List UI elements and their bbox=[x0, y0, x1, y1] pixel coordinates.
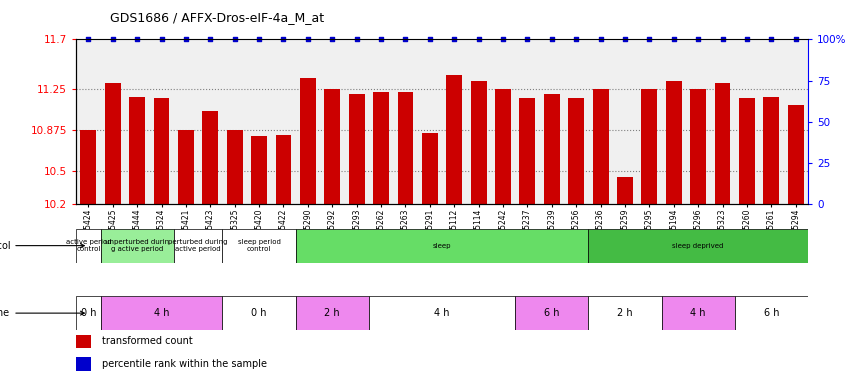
Point bbox=[106, 36, 119, 42]
Bar bbox=[495, 89, 511, 204]
Point bbox=[716, 36, 729, 42]
Point bbox=[179, 36, 193, 42]
Bar bbox=[80, 130, 96, 204]
Bar bbox=[300, 78, 316, 204]
Text: sleep: sleep bbox=[433, 243, 451, 249]
Point bbox=[301, 36, 315, 42]
Point bbox=[569, 36, 583, 42]
FancyBboxPatch shape bbox=[101, 229, 173, 262]
Point bbox=[667, 36, 680, 42]
Text: 0 h: 0 h bbox=[251, 308, 266, 318]
Point bbox=[789, 36, 803, 42]
Bar bbox=[324, 89, 340, 204]
Point bbox=[740, 36, 754, 42]
Text: 4 h: 4 h bbox=[690, 308, 706, 318]
Bar bbox=[544, 94, 560, 204]
FancyBboxPatch shape bbox=[734, 296, 808, 330]
Bar bbox=[666, 81, 682, 204]
Bar bbox=[470, 81, 486, 204]
Point bbox=[472, 36, 486, 42]
Point bbox=[204, 36, 217, 42]
Bar bbox=[690, 89, 706, 204]
Point bbox=[374, 36, 387, 42]
Text: sleep deprived: sleep deprived bbox=[673, 243, 724, 249]
Bar bbox=[227, 130, 243, 204]
Text: sleep period
control: sleep period control bbox=[238, 239, 281, 252]
Bar bbox=[76, 357, 91, 370]
Text: 6 h: 6 h bbox=[764, 308, 779, 318]
FancyBboxPatch shape bbox=[369, 296, 515, 330]
Text: 4 h: 4 h bbox=[154, 308, 169, 318]
FancyBboxPatch shape bbox=[588, 296, 662, 330]
Bar bbox=[593, 89, 608, 204]
Bar bbox=[398, 92, 414, 204]
FancyBboxPatch shape bbox=[173, 229, 222, 262]
Bar bbox=[129, 97, 145, 204]
Point bbox=[155, 36, 168, 42]
Point bbox=[545, 36, 558, 42]
Bar bbox=[251, 136, 267, 204]
Bar bbox=[641, 89, 657, 204]
Text: time: time bbox=[0, 308, 85, 318]
Point bbox=[520, 36, 534, 42]
Text: GDS1686 / AFFX-Dros-eIF-4a_M_at: GDS1686 / AFFX-Dros-eIF-4a_M_at bbox=[110, 11, 324, 24]
Text: 4 h: 4 h bbox=[434, 308, 450, 318]
Point bbox=[81, 36, 95, 42]
Bar bbox=[519, 98, 536, 204]
Text: 2 h: 2 h bbox=[325, 308, 340, 318]
Text: transformed count: transformed count bbox=[102, 336, 193, 346]
Point bbox=[130, 36, 144, 42]
FancyBboxPatch shape bbox=[296, 296, 369, 330]
Point bbox=[448, 36, 461, 42]
Point bbox=[594, 36, 607, 42]
Text: protocol: protocol bbox=[0, 241, 85, 250]
Point bbox=[423, 36, 437, 42]
Text: 0 h: 0 h bbox=[80, 308, 96, 318]
Text: unperturbed durin
g active period: unperturbed durin g active period bbox=[105, 239, 169, 252]
Text: perturbed during
active period: perturbed during active period bbox=[168, 239, 228, 252]
FancyBboxPatch shape bbox=[76, 229, 101, 262]
Text: 6 h: 6 h bbox=[544, 308, 559, 318]
FancyBboxPatch shape bbox=[662, 296, 734, 330]
Point bbox=[326, 36, 339, 42]
FancyBboxPatch shape bbox=[101, 296, 222, 330]
FancyBboxPatch shape bbox=[222, 296, 296, 330]
Bar bbox=[178, 130, 194, 204]
Point bbox=[643, 36, 656, 42]
Point bbox=[398, 36, 412, 42]
Bar bbox=[617, 177, 633, 204]
Point bbox=[252, 36, 266, 42]
Bar bbox=[739, 98, 755, 204]
Bar bbox=[202, 111, 218, 204]
Bar bbox=[105, 83, 121, 204]
Point bbox=[618, 36, 632, 42]
FancyBboxPatch shape bbox=[222, 229, 296, 262]
FancyBboxPatch shape bbox=[588, 229, 808, 262]
Bar bbox=[276, 135, 291, 204]
Point bbox=[277, 36, 290, 42]
Bar bbox=[154, 98, 169, 204]
Point bbox=[765, 36, 778, 42]
Bar bbox=[715, 83, 730, 204]
Bar bbox=[373, 92, 389, 204]
Text: 2 h: 2 h bbox=[618, 308, 633, 318]
Bar bbox=[763, 97, 779, 204]
Text: active period
control: active period control bbox=[65, 239, 111, 252]
Bar bbox=[76, 334, 91, 348]
Point bbox=[228, 36, 241, 42]
Text: percentile rank within the sample: percentile rank within the sample bbox=[102, 359, 266, 369]
Bar bbox=[447, 75, 462, 204]
Point bbox=[350, 36, 364, 42]
FancyBboxPatch shape bbox=[515, 296, 588, 330]
Bar bbox=[569, 98, 584, 204]
Point bbox=[691, 36, 705, 42]
Bar bbox=[422, 133, 437, 204]
Point bbox=[497, 36, 510, 42]
Bar bbox=[788, 105, 804, 204]
FancyBboxPatch shape bbox=[296, 229, 588, 262]
FancyBboxPatch shape bbox=[76, 296, 101, 330]
Bar bbox=[349, 94, 365, 204]
